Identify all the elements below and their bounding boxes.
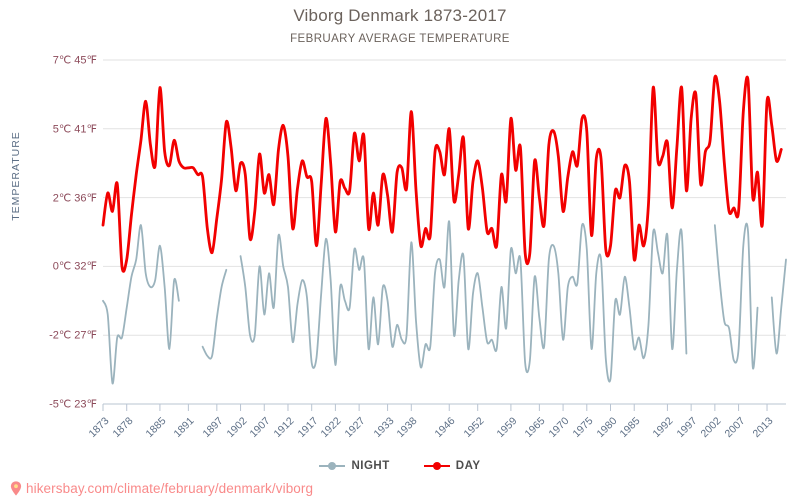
- source-url: hikersbay.com/climate/february/denmark/v…: [26, 481, 314, 496]
- series-line-day: [101, 74, 783, 273]
- y-tick-label: 5℃ 41℉: [52, 123, 97, 136]
- y-axis-tick-labels: 7℃ 45℉ 5℃ 41℉ 2℃ 36℉ 0℃ 32℉ -2℃ 27℉ -5℃ 23℉: [0, 0, 97, 500]
- y-tick-label: 2℃ 36℉: [52, 192, 97, 205]
- chart-subtitle: FEBRUARY AVERAGE TEMPERATURE: [290, 33, 510, 45]
- legend-night-swatch: [319, 461, 346, 471]
- series-line-night: [102, 220, 787, 385]
- source-footer[interactable]: hikersbay.com/climate/february/denmark/v…: [10, 481, 313, 496]
- x-axis-ticks: [102, 404, 768, 411]
- y-tick-label: -5℃ 23℉: [49, 398, 97, 411]
- legend-item-night[interactable]: NIGHT: [319, 460, 389, 472]
- y-tick-label: -2℃ 27℉: [49, 329, 97, 342]
- legend-day-label: DAY: [455, 460, 481, 472]
- y-tick-label: 7℃ 45℉: [52, 54, 97, 67]
- chart-legend: NIGHT DAY: [0, 460, 800, 472]
- legend-day-swatch: [423, 461, 450, 471]
- chart-title: Viborg Denmark 1873-2017: [293, 6, 507, 25]
- legend-night-label: NIGHT: [351, 460, 390, 472]
- legend-item-day[interactable]: DAY: [423, 460, 481, 472]
- map-pin-icon: [10, 481, 22, 496]
- y-tick-label: 0℃ 32℉: [52, 260, 97, 273]
